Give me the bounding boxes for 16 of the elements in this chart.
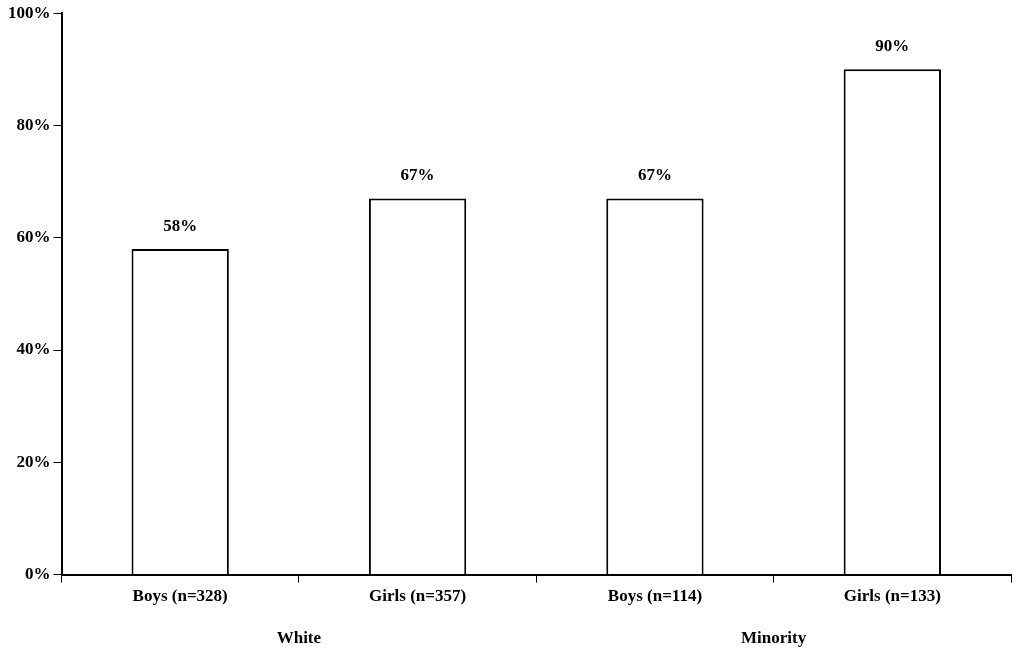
x-tick-label: Girls (n=133) [843, 586, 941, 606]
text: White [276, 628, 322, 648]
x-tick-label: Boys (n=114) [607, 586, 703, 606]
y-tick-label: 0% [25, 563, 51, 583]
y-tick-label: 100% [8, 2, 51, 22]
data-label: 67% [400, 165, 435, 185]
y-tick-label: 60% [16, 227, 51, 247]
y-tick-label: 80% [16, 114, 51, 134]
text: Minority [741, 628, 807, 648]
y-tick-label: 40% [16, 339, 51, 359]
y-tick-label: 20% [16, 451, 51, 471]
data-label: 58% [163, 215, 198, 235]
x-tick-label: Girls (n=357) [369, 586, 467, 606]
x-tick-label: Boys (n=328) [132, 586, 228, 606]
data-label: 67% [637, 165, 672, 185]
data-label: 90% [875, 36, 910, 56]
